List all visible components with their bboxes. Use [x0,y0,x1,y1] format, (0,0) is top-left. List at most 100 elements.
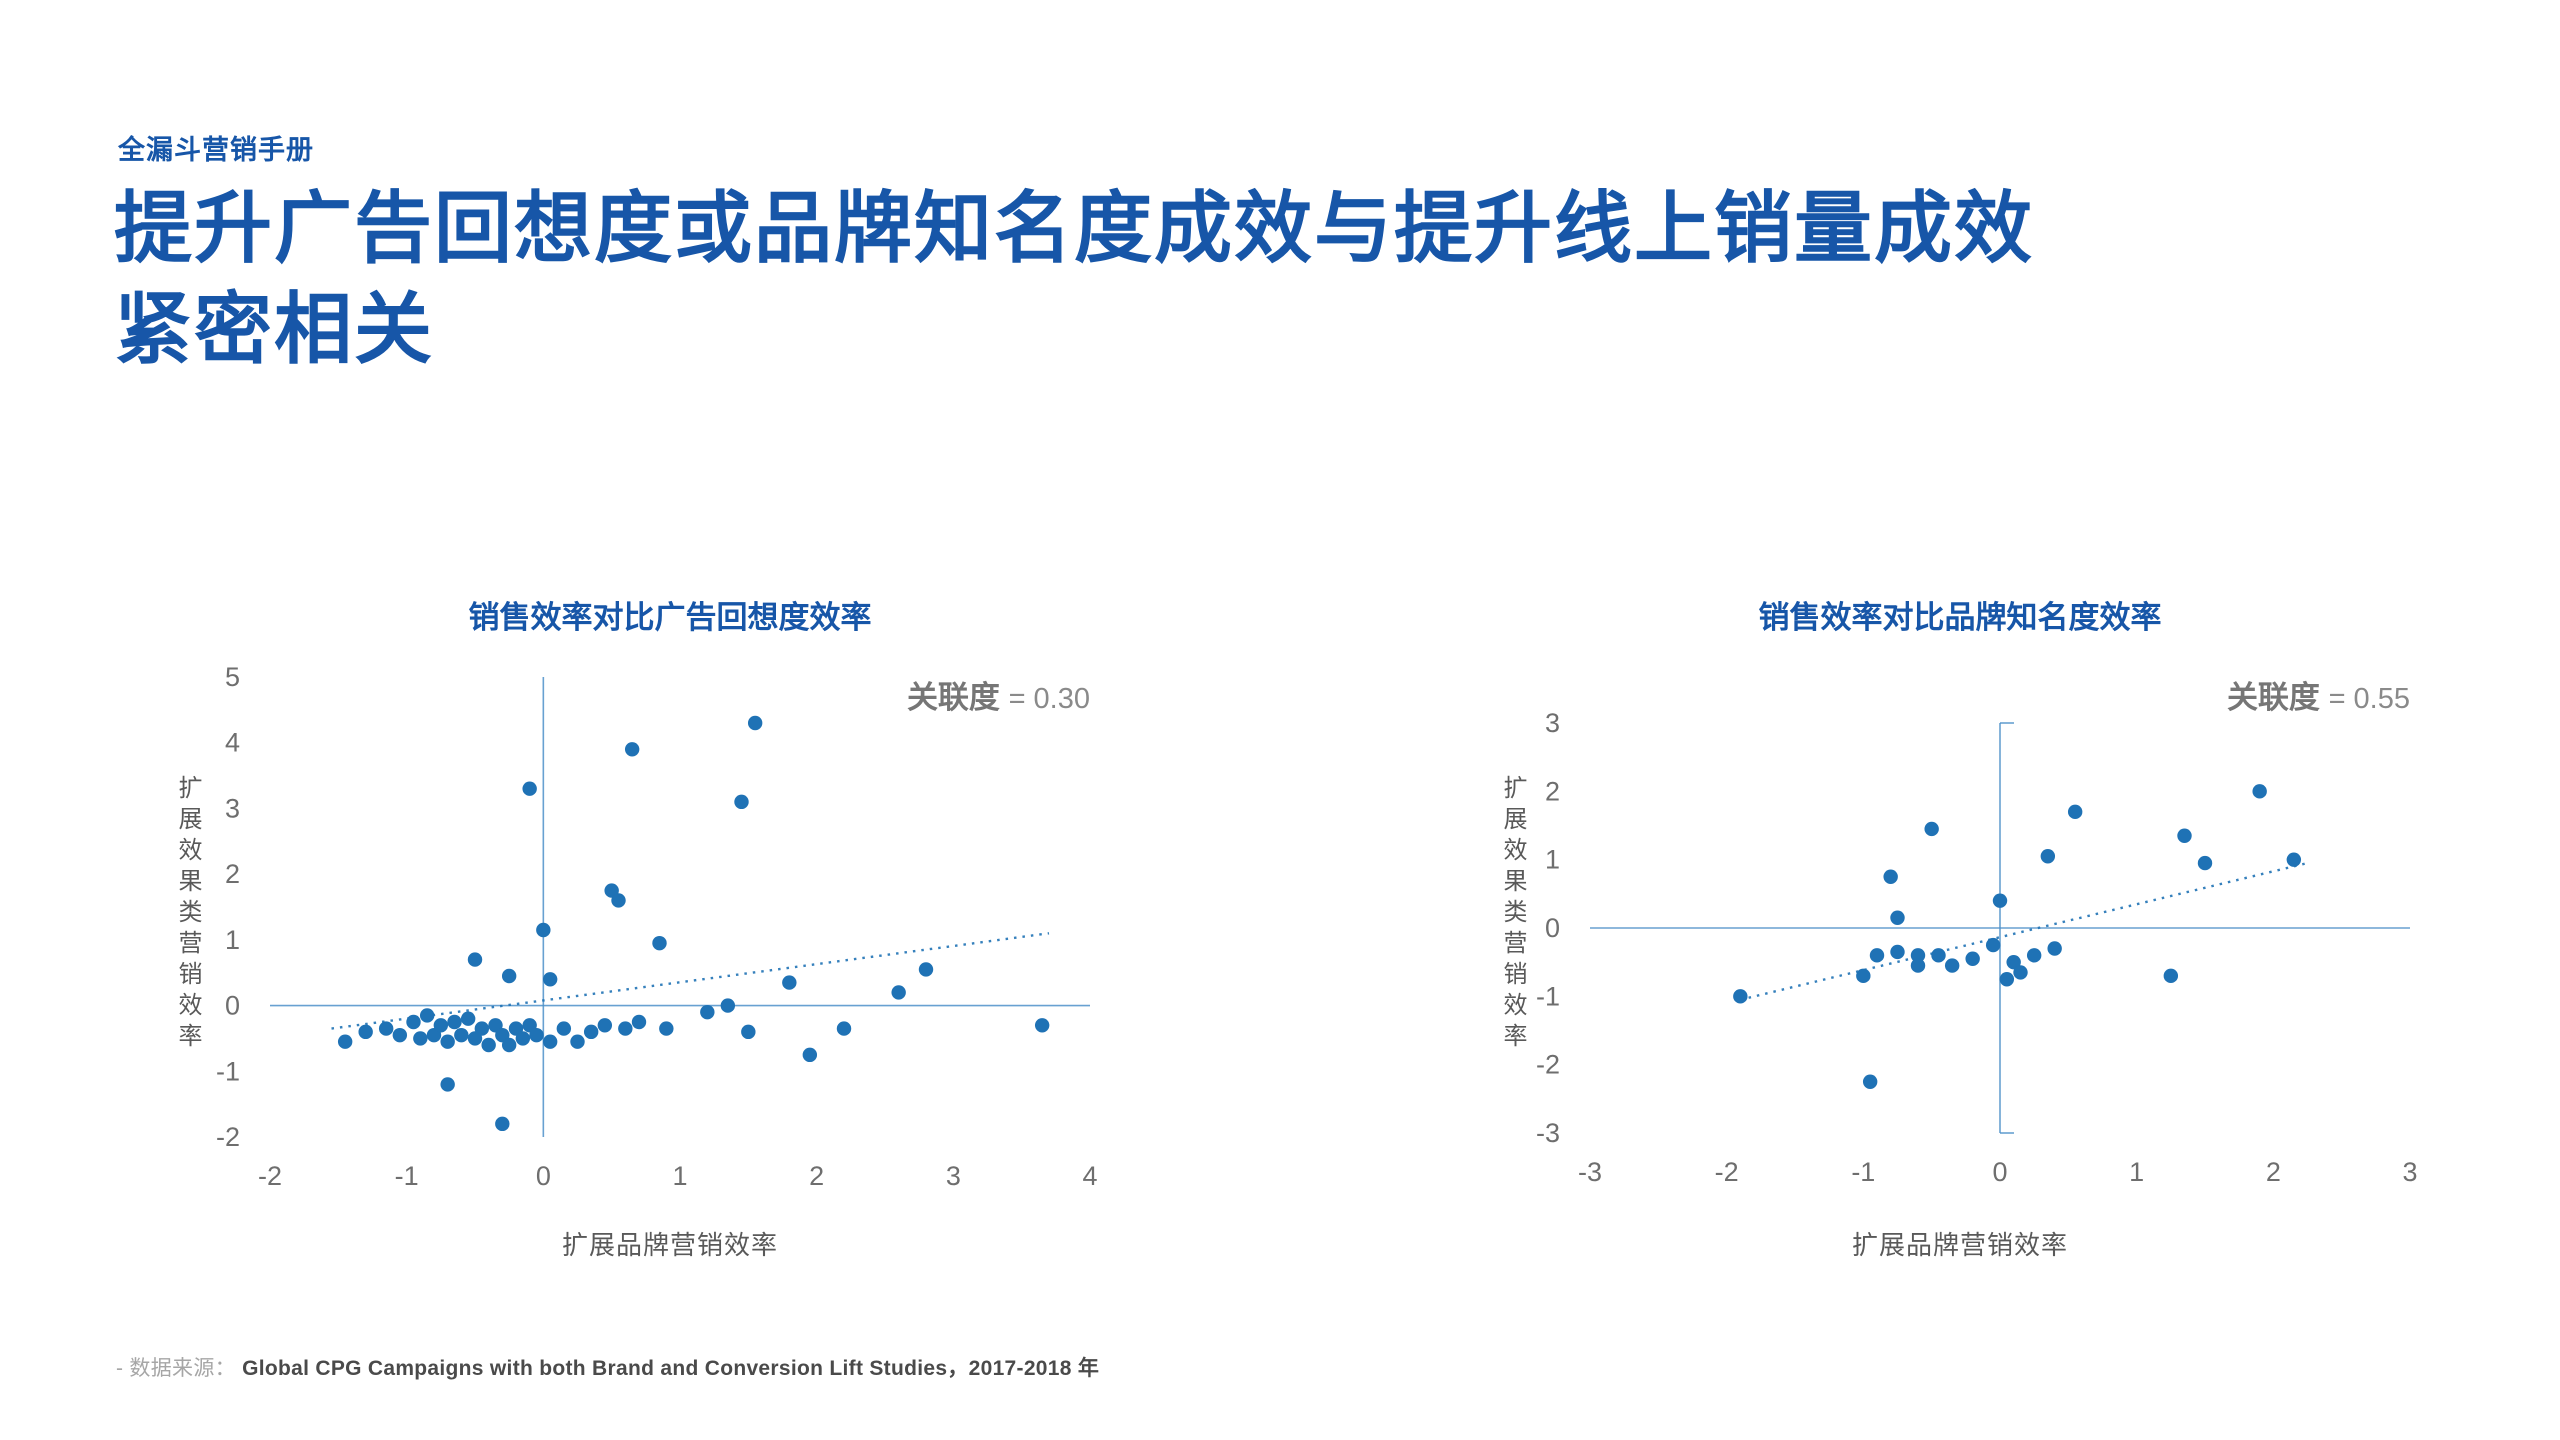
data-point [515,1031,531,1046]
chart-ad-recall: 销售效率对比广告回想度效率 关联度 = 0.30 扩展效果类营销效率 -2 -1 0… [130,560,1210,1290]
y-tick-label: 3 [1545,708,1560,738]
y-tick-label: -2 [216,1122,240,1152]
data-point [474,1021,490,1036]
y-axis-label: 扩展效果类营销效率 [1499,775,1526,1054]
y-tick-label: 0 [1545,913,1560,943]
scatter-plot-ad-recall: -2 -1 0 1 2 3 4 5 4 3 2 1 0 -1 -2 [216,662,1098,1191]
data-point [1931,948,1946,963]
scatter-plot-brand-awareness: -3 -2 -1 0 1 2 3 3 2 1 0 -1 -2 -3 [1536,708,2418,1187]
data-point [618,1021,633,1036]
data-point [556,1021,572,1036]
data-point [440,1077,455,1092]
x-tick-label: 0 [536,1161,551,1191]
correlation-label: 关联度 [906,680,1000,715]
x-tick-label: 2 [809,1161,824,1191]
data-point [392,1027,408,1043]
data-point [1910,948,1926,963]
y-tick-label: -1 [1536,981,1560,1011]
data-point [358,1024,373,1040]
x-tick-label: -1 [395,1161,419,1191]
data-point [741,1024,756,1040]
data-point [2026,948,2042,963]
y-tick-label: -2 [1536,1050,1560,1080]
x-tick-label: -2 [258,1161,282,1191]
y-tick-label: -1 [216,1056,240,1086]
data-point [501,968,517,984]
data-point [1856,968,1871,984]
data-point [2286,852,2302,867]
y-tick-label: 2 [1545,776,1560,806]
data-point [1924,821,1939,837]
correlation-value: = 0.55 [2328,683,2410,715]
footnote: - 数据来源： Global CPG Campaigns with both B… [116,1352,1099,1382]
data-point [782,975,797,990]
data-point [536,922,551,938]
x-tick-label: 3 [946,1161,961,1191]
page-title: 提升广告回想度或品牌知名度成效与提升线上销量成效 紧密相关 [114,178,2414,381]
data-point [1862,1074,1878,1089]
data-point [1034,1018,1050,1033]
data-point [2006,954,2021,970]
data-point [440,1034,455,1049]
data-point [419,1008,435,1023]
chart-brand-awareness: 销售效率对比品牌知名度效率 关联度 = 0.55 扩展效果类营销效率 -3 -2 -… [1440,560,2480,1290]
data-point [918,962,934,977]
x-tick-label: -2 [1715,1157,1739,1187]
data-point [337,1034,353,1049]
data-point [1883,869,1898,884]
data-point [2252,784,2267,799]
data-point [378,1021,394,1036]
trend-line [331,932,1050,1030]
data-point [406,1014,421,1030]
data-point [1910,958,1926,973]
data-point [1944,958,1960,973]
data-point [542,1034,558,1049]
data-point [501,1037,517,1053]
data-point [1890,944,1905,960]
x-tick-label: -3 [1578,1157,1602,1187]
y-tick-label: 1 [1545,845,1560,875]
x-tick-label: 2 [2266,1157,2281,1187]
correlation-value: = 0.30 [1008,683,1090,715]
data-point [652,935,667,951]
data-point [734,794,749,810]
data-point [597,1018,613,1033]
correlation-annotation: 关联度 = 0.55 [2227,672,2410,717]
data-point [542,972,558,987]
data-point [495,1116,510,1132]
data-point [891,985,906,1000]
data-point [836,1021,852,1036]
data-point [802,1047,818,1063]
data-point [631,1014,647,1030]
data-point [481,1037,496,1053]
trend-line [1740,861,2308,1001]
data-point [611,893,626,908]
data-point [433,1018,449,1033]
data-point [460,1011,476,1026]
data-point [2013,965,2028,980]
data-point [454,1027,469,1043]
data-point [1992,893,2008,908]
data-point [659,1021,674,1036]
footnote-source: Global CPG Campaigns with both Brand and… [242,1357,1100,1380]
y-tick-label: 5 [225,662,240,692]
footnote-prefix: - 数据来源： [116,1357,236,1380]
data-point [700,1004,715,1020]
y-tick-label: -3 [1536,1118,1560,1148]
x-tick-label: 1 [2129,1157,2144,1187]
x-tick-label: 3 [2402,1157,2417,1187]
data-point [2067,804,2083,820]
chart-title-brand-awareness: 销售效率对比品牌知名度效率 [1758,600,2162,635]
data-point [624,742,640,757]
y-tick-label: 1 [225,925,240,955]
x-tick-label: 4 [1082,1161,1097,1191]
data-point [1890,910,1905,925]
data-point [447,1014,462,1030]
data-point [1999,972,2015,987]
data-point [2047,941,2062,956]
data-point [747,715,763,731]
x-axis-label: 扩展品牌营销效率 [1851,1230,2068,1260]
x-tick-label: 1 [672,1161,687,1191]
data-point [1985,937,2001,953]
